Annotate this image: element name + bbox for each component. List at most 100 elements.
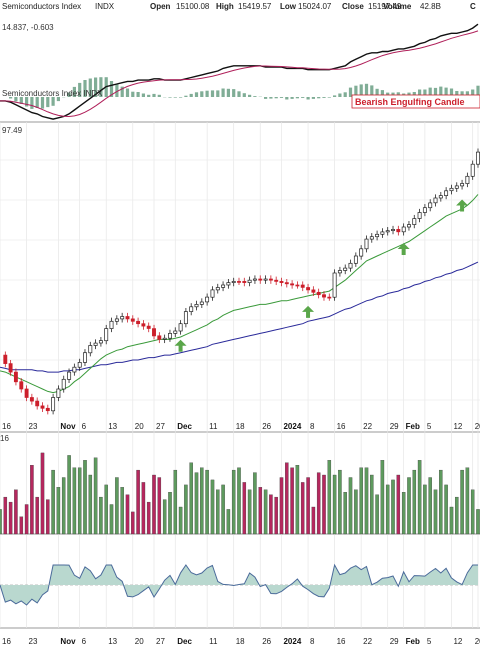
open-value: 15100.08 [176, 2, 210, 11]
volume-bar [0, 509, 2, 535]
candle-body [61, 378, 66, 390]
candle-body [35, 400, 40, 407]
volume-bar [433, 489, 438, 535]
candle-body [109, 320, 114, 329]
macd-hist-bar [173, 97, 177, 98]
macd-hist-bar [35, 97, 39, 108]
candle-body [83, 352, 87, 363]
candle-body [194, 304, 199, 308]
volume-bar [449, 506, 454, 535]
macd-hist-bar [311, 97, 315, 99]
volume-bar [40, 452, 45, 535]
macd-hist-bar [120, 86, 124, 97]
buy-arrow [456, 199, 469, 212]
volume-bar [173, 469, 178, 535]
volume-bar [295, 465, 300, 535]
volume-bar [364, 467, 369, 535]
volume-bar [465, 467, 470, 535]
macd-hist-bar [88, 78, 92, 97]
candle-body [130, 318, 135, 322]
x-tick-label: 26 [262, 637, 271, 646]
volume-panel-label: 16 [0, 434, 9, 443]
candle-body [407, 224, 411, 228]
macd-hist-bar [189, 93, 193, 97]
volume-bars [0, 452, 480, 535]
volume-bar [24, 504, 29, 535]
candle-body [454, 185, 459, 189]
x-tick-label: 8 [310, 637, 315, 646]
x-tick-label: 20 [135, 637, 144, 646]
macd-hist-bar [433, 87, 438, 97]
macd-hist-bar [380, 90, 384, 97]
volume-bar [88, 474, 93, 535]
index-name: Semiconductors Index [2, 2, 82, 11]
volume-bar [439, 469, 443, 535]
volume-bar [184, 484, 188, 535]
macd-hist-bar [194, 92, 199, 97]
macd-hist-bar [115, 84, 119, 97]
candle-body [337, 270, 342, 274]
macd-hist-bar [210, 90, 215, 97]
candle-body [300, 284, 305, 288]
candle-body [226, 282, 231, 286]
macd-values-label: 14.837, -0.603 [2, 23, 54, 32]
x-tick-label: Feb [406, 637, 420, 646]
x-axis-middle: 16 23 Nov 6 13 20 27 Dec 11 18 26 2024 8 16 22 29 Feb 5 12… [2, 422, 480, 431]
candle-body [465, 175, 470, 184]
volume-bar [247, 489, 252, 535]
volume-label: Volume [383, 2, 412, 11]
volume-bar [444, 484, 448, 535]
candle-body [412, 218, 417, 225]
macd-hist-bar [136, 92, 140, 97]
buy-arrow [174, 339, 187, 352]
candle-body [322, 294, 326, 298]
x-tick-label: 16 [337, 637, 346, 646]
x-tick-label: 23 [29, 637, 38, 646]
candle-body [199, 301, 204, 305]
high-value: 15419.57 [238, 2, 272, 11]
volume-bar [476, 509, 480, 535]
volume-bar [407, 477, 411, 535]
macd-signal-line [0, 30, 479, 118]
candle-body [263, 278, 268, 281]
volume-bar [178, 506, 183, 535]
volume-bar [253, 472, 257, 535]
volume-bar [56, 487, 61, 535]
macd-hist-bar [56, 97, 60, 102]
volume-bar [141, 482, 146, 535]
volume-bar [338, 469, 342, 535]
x-tick-label: Feb [406, 422, 420, 431]
x-tick-label: 12 [453, 422, 462, 431]
macd-hist-bar [152, 93, 156, 97]
volume-bar [343, 492, 347, 535]
macd-hist-bar [221, 88, 225, 97]
volume-bar [455, 496, 459, 535]
candle-body [343, 267, 348, 271]
macd-hist-bar [269, 97, 273, 99]
candle-body [51, 397, 56, 412]
macd-hist-bar [179, 97, 183, 98]
candle-body [93, 342, 98, 346]
candle-body [56, 388, 61, 398]
macd-hist-bar [423, 89, 427, 97]
volume-bar [460, 469, 464, 535]
candle-body [114, 318, 119, 322]
volume-bar [285, 462, 289, 535]
x-tick-label: 8 [310, 422, 315, 431]
volume-bar [300, 482, 305, 535]
volume-bar [269, 494, 273, 535]
volume-bar [385, 484, 390, 535]
macd-hist-bar [253, 96, 257, 97]
macd-hist-bar [226, 88, 230, 97]
gridlines [0, 122, 480, 628]
macd-hist-bar [83, 80, 87, 97]
volume-bar [359, 467, 363, 535]
x-tick-label: 27 [156, 637, 165, 646]
volume-bar [35, 496, 39, 535]
volume-bar [332, 474, 337, 535]
volume-bar [226, 509, 231, 535]
close-label: Close [342, 2, 364, 11]
volume-bar [152, 474, 156, 535]
macd-hist-bar [248, 94, 252, 97]
volume-bar [279, 477, 284, 535]
